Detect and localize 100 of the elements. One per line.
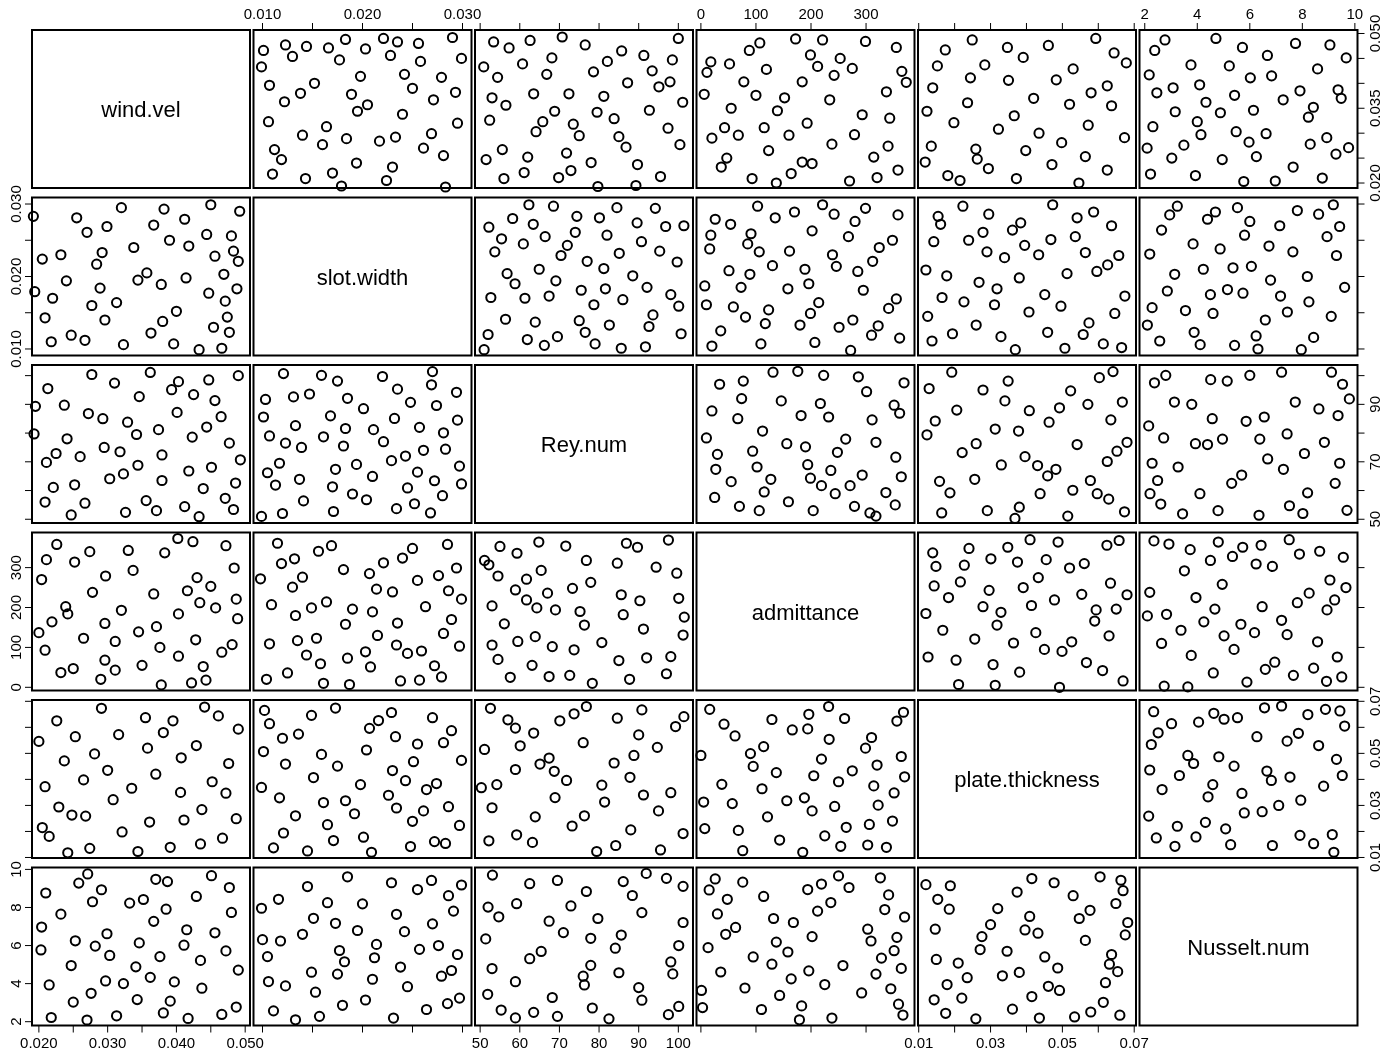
point (620, 537, 633, 549)
point (220, 540, 232, 552)
point (385, 455, 398, 467)
point (1221, 375, 1233, 387)
point (759, 318, 771, 330)
point (58, 755, 70, 767)
point (611, 557, 623, 569)
point (1039, 951, 1051, 963)
point (890, 451, 902, 463)
point (870, 968, 882, 980)
point (1056, 137, 1068, 149)
point (225, 230, 238, 242)
point (157, 726, 169, 739)
point (774, 834, 786, 846)
point (190, 634, 202, 646)
point (102, 764, 114, 776)
point (1014, 666, 1026, 678)
point (232, 613, 244, 625)
point (1194, 488, 1206, 500)
point (617, 294, 629, 306)
point (1228, 339, 1241, 351)
point (756, 425, 769, 437)
point (350, 458, 363, 470)
point (107, 794, 119, 806)
point (578, 619, 590, 631)
point (940, 1007, 952, 1019)
point (1311, 63, 1324, 75)
point (1146, 457, 1158, 469)
y-tick-label: 4 (7, 979, 24, 988)
point (1097, 664, 1109, 677)
point (706, 132, 718, 144)
point (220, 945, 232, 957)
point (942, 169, 954, 182)
point (97, 413, 109, 425)
point (1204, 289, 1217, 301)
point (453, 819, 466, 832)
point (1212, 536, 1224, 548)
point (1238, 807, 1250, 819)
point (643, 320, 655, 333)
point (825, 896, 837, 909)
point (615, 589, 627, 601)
point (750, 89, 762, 101)
point (1206, 413, 1218, 425)
point (209, 927, 221, 939)
x-tick-label: 8 (1298, 5, 1307, 22)
point (1042, 470, 1054, 482)
point (754, 37, 766, 49)
point (398, 68, 411, 80)
point (337, 564, 350, 576)
point (511, 829, 523, 841)
point (944, 487, 956, 499)
point (1327, 199, 1339, 211)
point (503, 42, 515, 54)
point (39, 781, 51, 793)
point (89, 940, 101, 952)
point (172, 532, 184, 545)
point (305, 709, 318, 721)
point (1334, 457, 1346, 469)
point (255, 61, 268, 73)
text: plate.thickness (954, 767, 1100, 792)
point (662, 1009, 675, 1021)
point (677, 916, 689, 929)
point (363, 722, 376, 734)
point (359, 43, 372, 55)
point (673, 1000, 685, 1013)
point (856, 987, 868, 999)
point (432, 569, 445, 582)
point (171, 406, 183, 418)
point (753, 246, 765, 258)
point (823, 700, 835, 713)
point (108, 377, 121, 389)
point (339, 33, 352, 46)
point (42, 382, 54, 395)
point (695, 984, 708, 997)
point (417, 444, 430, 456)
point (524, 34, 536, 47)
point (599, 283, 611, 295)
point (1001, 945, 1013, 957)
point (86, 368, 98, 381)
point (969, 473, 981, 485)
point (509, 722, 522, 734)
point (1182, 749, 1194, 762)
point (354, 779, 367, 791)
point (1105, 220, 1118, 232)
point (455, 879, 468, 891)
point (560, 540, 572, 552)
point (812, 60, 824, 72)
x-tick-label: 300 (853, 5, 879, 22)
point (775, 395, 787, 407)
point (119, 506, 132, 518)
point (745, 228, 757, 240)
point (678, 711, 690, 723)
point (803, 278, 815, 290)
point (209, 250, 221, 262)
point (756, 783, 768, 795)
point (175, 752, 187, 764)
point (998, 252, 1011, 264)
point (927, 547, 939, 559)
point (809, 336, 821, 349)
point (61, 433, 73, 445)
